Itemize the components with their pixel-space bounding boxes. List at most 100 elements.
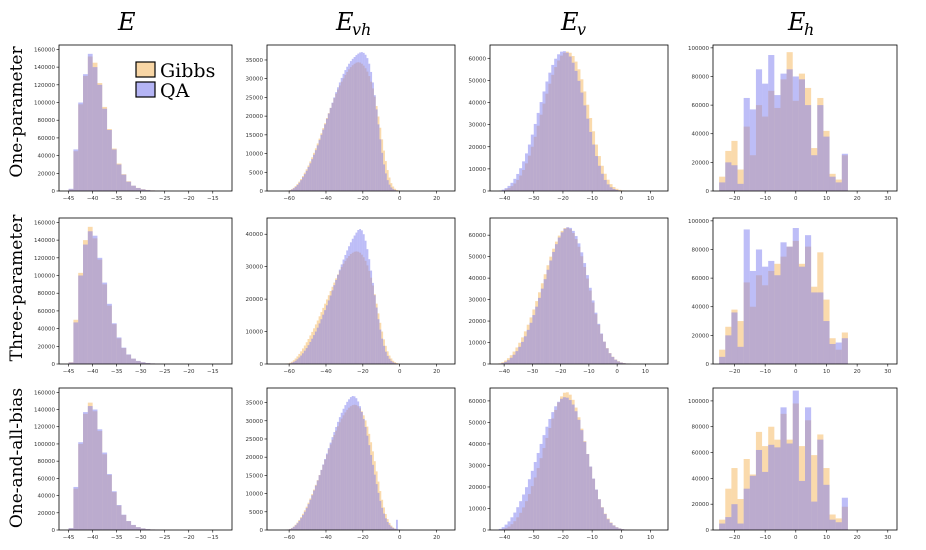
legend-swatch-qa	[135, 81, 156, 98]
bar-qa	[609, 522, 613, 530]
bar-qa	[592, 144, 596, 191]
bar-qa	[370, 270, 373, 364]
bar-qa	[533, 123, 537, 191]
bar-qa	[340, 264, 343, 364]
panel-eh-one-parameter: −20 −10 0 10 20 30 0 20000 40000 60000 80000 100000	[688, 44, 898, 202]
bar-qa	[386, 521, 389, 530]
y-tick-label: 35000	[246, 58, 264, 64]
y-tick-label: 40000	[692, 476, 710, 482]
bar-qa	[539, 102, 543, 191]
y-tick-label: 5000	[249, 170, 263, 176]
y-tick-label: 60000	[692, 276, 710, 282]
bar-qa	[102, 282, 108, 364]
bar-qa	[506, 360, 510, 364]
axes-frame	[58, 387, 233, 531]
bar-qa	[126, 354, 132, 364]
bar-qa	[307, 167, 310, 191]
bar-qa	[533, 462, 537, 530]
bar-qa	[557, 237, 561, 364]
bar-qa	[73, 486, 79, 530]
x-tick-label: −20	[183, 369, 195, 375]
y-tick-label: 60000	[38, 309, 56, 315]
bar-qa	[588, 287, 592, 364]
bar-qa	[362, 418, 365, 530]
bar-qa	[829, 519, 836, 530]
bar-gibbs	[811, 455, 818, 530]
bar-qa	[566, 227, 570, 364]
x-tick-label: 10	[647, 196, 654, 202]
y-tick-label: 0	[483, 189, 487, 195]
bar-gibbs	[388, 177, 391, 191]
x-tick-label: −10	[759, 196, 771, 202]
bar-qa	[296, 185, 299, 191]
bar-gibbs	[737, 169, 744, 191]
row-label-3: One-and-all-bias	[7, 388, 27, 528]
bar-qa	[294, 360, 297, 364]
bar-qa	[97, 257, 103, 364]
y-tick-label: 20000	[246, 455, 264, 461]
bar-qa	[392, 189, 395, 191]
bar-qa	[344, 254, 347, 364]
bar-qa	[536, 112, 540, 191]
bar-qa	[92, 409, 98, 530]
x-tick-label: 20	[433, 535, 440, 541]
bar-qa	[817, 439, 824, 530]
y-tick-label: 20000	[246, 114, 264, 120]
bar-qa	[835, 342, 842, 364]
panel-e-one-and-all-bias: −45 −40 −35 −30 −25 −20 −15 0 20000 40000 60000 800…	[34, 387, 233, 541]
bar-qa	[580, 92, 584, 191]
bar-qa	[296, 359, 299, 364]
y-tick-label: 10000	[469, 167, 487, 173]
legend-label-qa: QA	[160, 80, 190, 102]
bar-qa	[390, 187, 393, 191]
y-tick-label: 120000	[34, 256, 55, 262]
axes-frame	[712, 44, 898, 192]
bar-qa	[292, 526, 295, 530]
y-tick-label: 25000	[246, 95, 264, 101]
bar-qa	[377, 124, 380, 191]
bar-qa	[377, 319, 380, 364]
bar-qa	[569, 227, 572, 364]
bar-qa	[131, 185, 136, 191]
bar-qa	[394, 190, 397, 191]
bar-qa	[372, 82, 374, 191]
bar-qa	[355, 398, 358, 530]
bar-gibbs	[615, 188, 619, 191]
y-tick-label: 0	[52, 528, 56, 534]
bar-qa	[361, 412, 363, 530]
bar-qa	[817, 292, 824, 364]
bar-qa	[126, 521, 132, 530]
bar-qa	[392, 362, 395, 364]
bar-qa	[102, 108, 108, 191]
column-title-1-base: E	[117, 8, 136, 36]
bar-qa	[83, 74, 88, 191]
x-tick-label: −15	[207, 535, 219, 541]
legend-label-gibbs: Gibbs	[160, 60, 215, 82]
x-tick-label: −25	[159, 535, 171, 541]
bar-qa	[83, 412, 88, 530]
bar-qa	[300, 355, 303, 364]
bar-qa	[811, 501, 818, 530]
bar-gibbs	[737, 321, 744, 364]
y-tick-label: 60000	[469, 56, 487, 62]
bar-qa	[73, 149, 79, 191]
bar-qa	[548, 72, 552, 191]
bar-qa	[823, 484, 830, 530]
bar-qa	[568, 56, 572, 191]
column-title-2: E vh	[335, 8, 371, 39]
bar-qa	[774, 95, 781, 191]
bar-qa	[519, 168, 523, 191]
axes-frame	[489, 387, 669, 531]
bar-qa	[329, 295, 332, 364]
bar-qa	[303, 511, 306, 530]
x-tick-label: 20	[433, 196, 440, 202]
bar-qa	[386, 355, 389, 364]
x-tick-label: −45	[63, 369, 75, 375]
x-tick-label: −20	[357, 196, 369, 202]
bar-qa	[340, 412, 343, 530]
bar-qa	[366, 249, 369, 364]
bar-qa	[362, 52, 365, 191]
bar-qa	[719, 182, 726, 191]
y-tick-label: 40000	[469, 276, 487, 282]
bar-qa	[525, 487, 528, 530]
